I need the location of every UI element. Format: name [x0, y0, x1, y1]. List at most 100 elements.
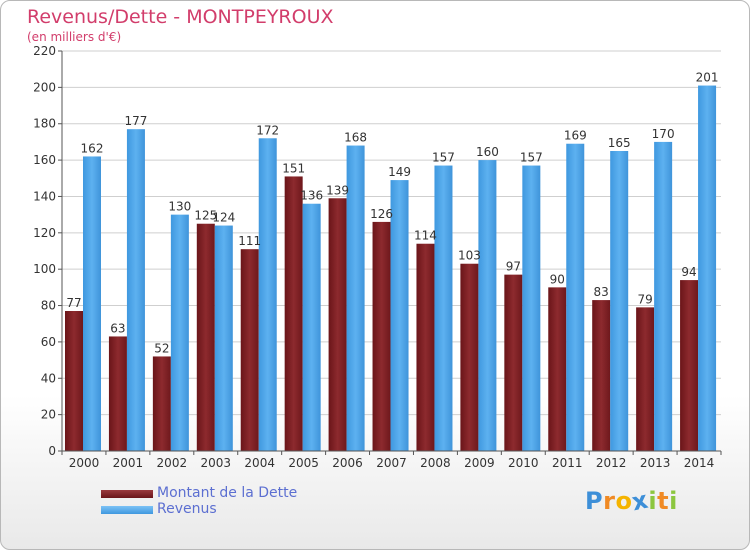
x-tick-label: 2002 — [157, 456, 188, 470]
data-label-debt: 111 — [238, 234, 261, 248]
data-label-debt: 77 — [66, 296, 81, 310]
logo-letter: t — [657, 487, 670, 515]
data-label-revenue: 124 — [212, 211, 235, 225]
bar-revenue — [654, 141, 673, 451]
data-label-debt: 103 — [458, 249, 481, 263]
data-label-revenue: 130 — [168, 200, 191, 214]
bar-debt — [460, 263, 479, 451]
x-tick-label: 2004 — [244, 456, 275, 470]
chart-title: Revenus/Dette - MONTPEYROUX — [27, 6, 334, 28]
data-label-debt: 63 — [110, 321, 125, 335]
bar-revenue — [170, 214, 189, 451]
legend-label-revenue: Revenus — [157, 501, 217, 517]
data-label-debt: 94 — [681, 265, 696, 279]
logo-letter: i — [648, 487, 658, 515]
bar-revenue — [434, 165, 453, 451]
x-tick-label: 2001 — [113, 456, 144, 470]
y-tick-label: 80 — [41, 299, 56, 313]
y-tick-label: 0 — [48, 444, 56, 458]
bar-debt — [328, 198, 347, 451]
x-tick-label: 2011 — [552, 456, 583, 470]
bar-revenue — [126, 129, 145, 451]
y-tick-label: 100 — [33, 262, 56, 276]
y-tick-label: 200 — [33, 80, 56, 94]
x-tick-label: 2014 — [684, 456, 715, 470]
data-label-revenue: 169 — [564, 129, 587, 143]
logo-letter: o — [615, 487, 633, 515]
bar-revenue — [522, 165, 541, 451]
x-tick-label: 2013 — [640, 456, 671, 470]
bar-debt — [108, 336, 127, 451]
data-label-debt: 52 — [154, 341, 169, 355]
y-tick-label: 140 — [33, 189, 56, 203]
bar-debt — [548, 287, 567, 451]
data-label-debt: 83 — [594, 285, 609, 299]
data-label-debt: 151 — [282, 161, 305, 175]
x-tick-label: 2007 — [376, 456, 407, 470]
data-label-revenue: 201 — [696, 71, 719, 85]
data-label-debt: 125 — [194, 209, 217, 223]
bar-debt — [65, 311, 83, 451]
logo-letter: i — [669, 487, 678, 515]
data-label-revenue: 149 — [388, 165, 411, 179]
bar-revenue — [258, 138, 277, 452]
data-label-revenue: 172 — [256, 123, 279, 137]
data-label-revenue: 162 — [81, 141, 104, 155]
data-label-debt: 139 — [326, 183, 349, 197]
bar-debt — [196, 223, 215, 451]
chart-subtitle: (en milliers d'€) — [27, 30, 122, 44]
data-label-debt: 126 — [370, 207, 393, 221]
logo-letter: r — [603, 487, 616, 515]
bar-debt — [152, 356, 171, 451]
y-tick-label: 20 — [41, 408, 56, 422]
y-tick-label: 220 — [33, 44, 56, 58]
bar-revenue — [346, 145, 365, 451]
x-tick-label: 2005 — [288, 456, 319, 470]
data-label-revenue: 157 — [520, 151, 543, 165]
x-tick-label: 2008 — [420, 456, 451, 470]
data-label-revenue: 136 — [300, 189, 323, 203]
y-tick-label: 60 — [41, 335, 56, 349]
bar-revenue — [566, 143, 585, 451]
data-label-revenue: 160 — [476, 145, 499, 159]
x-tick-label: 2000 — [69, 456, 100, 470]
data-label-debt: 79 — [637, 292, 652, 306]
y-tick-label: 120 — [33, 226, 56, 240]
y-tick-label: 40 — [41, 371, 56, 385]
bar-revenue — [214, 225, 233, 451]
logo-letter: P — [585, 487, 604, 515]
bar-revenue — [478, 160, 497, 451]
data-label-revenue: 177 — [124, 114, 147, 128]
bar-revenue — [610, 151, 629, 451]
x-tick-label: 2003 — [200, 456, 231, 470]
bar-debt — [504, 274, 523, 451]
legend-swatch-debt — [101, 490, 153, 498]
bar-revenue — [83, 156, 101, 452]
data-label-revenue: 165 — [608, 136, 631, 150]
data-label-debt: 97 — [506, 260, 521, 274]
bar-revenue — [698, 85, 717, 451]
x-tick-label: 2012 — [596, 456, 627, 470]
legend-label-debt: Montant de la Dette — [157, 485, 298, 501]
bar-revenue — [302, 203, 321, 451]
bar-debt — [592, 300, 611, 451]
legend-swatch-revenue — [101, 506, 153, 514]
bar-debt — [416, 243, 435, 451]
bar-debt — [372, 221, 391, 451]
x-tick-label: 2010 — [508, 456, 539, 470]
data-label-revenue: 168 — [344, 131, 367, 145]
bar-revenue — [390, 180, 409, 451]
bar-debt — [284, 176, 303, 452]
data-label-debt: 114 — [414, 229, 437, 243]
data-label-revenue: 170 — [652, 127, 675, 141]
bar-debt — [680, 280, 699, 451]
bar-debt — [240, 249, 259, 451]
x-tick-label: 2006 — [332, 456, 363, 470]
y-tick-label: 160 — [33, 153, 56, 167]
x-tick-label: 2009 — [464, 456, 495, 470]
y-tick-label: 180 — [33, 117, 56, 131]
bar-debt — [636, 307, 655, 451]
proxiti-logo: Proxiti — [585, 486, 678, 517]
